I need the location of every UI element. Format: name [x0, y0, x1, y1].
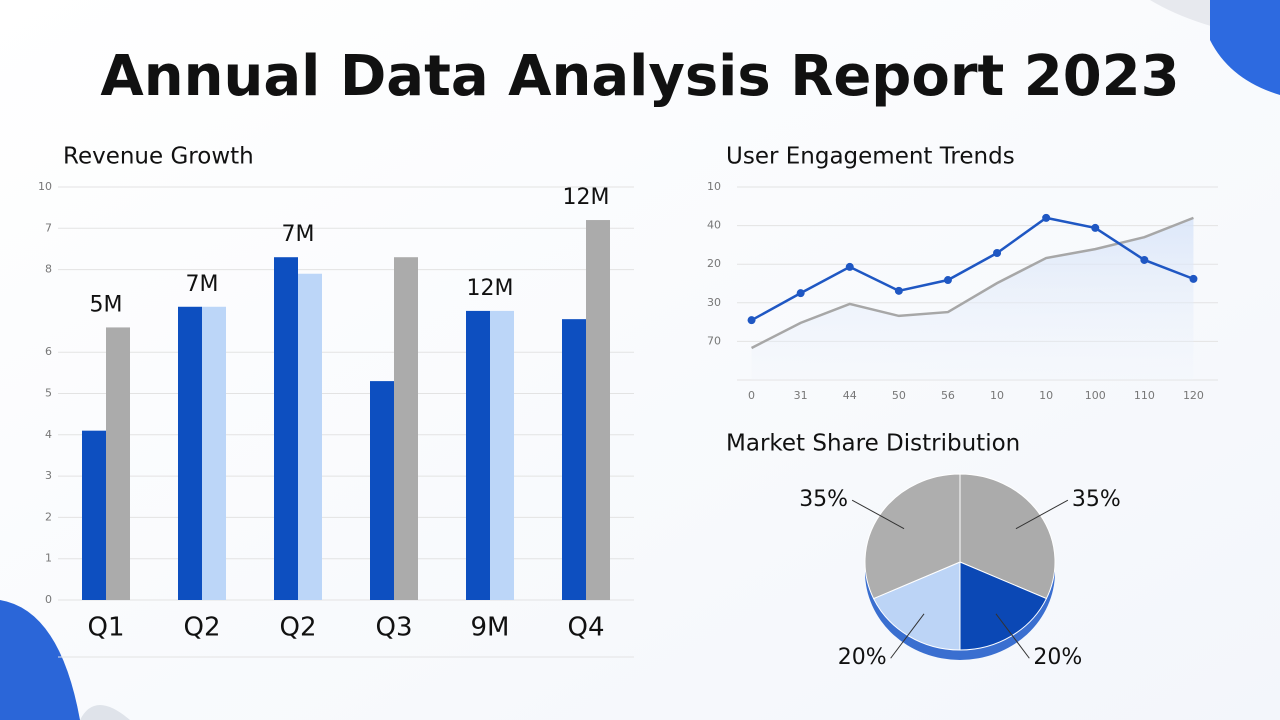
marker	[993, 249, 1002, 258]
data-label: 20%	[838, 645, 887, 670]
x-tick-label: 110	[1134, 389, 1155, 402]
marker	[1042, 213, 1051, 222]
data-label: 7M	[186, 272, 219, 297]
y-tick-label: 30	[707, 296, 721, 309]
page-title: Annual Data Analysis Report 2023	[100, 44, 1179, 109]
bar	[586, 220, 610, 601]
y-tick-label: 10	[707, 180, 721, 193]
data-label: 12M	[563, 185, 610, 210]
pie-slice	[959, 561, 1048, 651]
x-tick-label: 0	[748, 389, 755, 402]
y-tick-label: 1	[45, 552, 52, 565]
y-tick-label: 2	[45, 510, 52, 523]
x-tick-label: Q4	[567, 613, 604, 643]
marker	[796, 289, 805, 298]
x-tick-label: 120	[1183, 389, 1204, 402]
y-tick-label: 6	[45, 345, 52, 358]
y-tick-label: 5	[45, 387, 52, 400]
chart-title: User Engagement Trends	[726, 144, 1015, 170]
x-tick-label: 31	[794, 389, 808, 402]
marker	[845, 262, 854, 271]
marker	[1189, 274, 1198, 283]
data-label: 12M	[467, 276, 514, 301]
leader-line	[890, 613, 925, 659]
y-tick-label: 0	[45, 593, 52, 606]
data-label: 7M	[282, 222, 315, 247]
bar	[178, 306, 202, 600]
bar	[490, 310, 514, 600]
y-tick-label: 7	[45, 221, 52, 234]
data-label: 35%	[1072, 487, 1121, 512]
marker	[894, 286, 903, 295]
marker	[747, 316, 756, 325]
x-tick-label: Q2	[279, 613, 316, 643]
x-tick-label: Q2	[183, 613, 220, 643]
corner-decoration	[80, 705, 130, 720]
pie-slice	[959, 473, 1056, 600]
pie-slice	[864, 473, 961, 600]
marker	[1140, 255, 1149, 264]
x-tick-label: 10	[990, 389, 1004, 402]
y-tick-label: 20	[707, 257, 721, 270]
bar	[82, 430, 106, 600]
bar	[274, 257, 298, 600]
x-tick-label: Q1	[87, 613, 124, 643]
y-tick-label: 70	[707, 334, 721, 347]
x-tick-label: 44	[843, 389, 857, 402]
corner-decoration	[1210, 0, 1280, 95]
chart-title: Revenue Growth	[63, 144, 254, 170]
bar	[466, 310, 490, 600]
x-tick-label: 10	[1039, 389, 1053, 402]
x-tick-label: Q3	[375, 613, 412, 643]
y-tick-label: 40	[707, 219, 721, 232]
marker	[943, 276, 952, 285]
y-tick-label: 3	[45, 469, 52, 482]
bar	[298, 273, 322, 600]
chart-title: Market Share Distribution	[726, 431, 1020, 457]
corner-decoration	[0, 600, 80, 720]
bar	[106, 327, 130, 600]
leader-line	[995, 613, 1030, 659]
bar	[562, 319, 586, 600]
leader-line	[1015, 499, 1069, 530]
x-tick-label: 56	[941, 389, 955, 402]
x-tick-label: 100	[1085, 389, 1106, 402]
y-tick-label: 8	[45, 263, 52, 276]
bar	[202, 306, 226, 600]
y-tick-label: 4	[45, 428, 52, 441]
leader-line	[851, 499, 905, 530]
x-tick-label: 50	[892, 389, 906, 402]
data-label: 20%	[1033, 645, 1082, 670]
y-tick-label: 10	[38, 180, 52, 193]
x-tick-label: 9M	[471, 613, 510, 643]
data-label: 5M	[90, 292, 123, 317]
line	[750, 216, 1194, 322]
bar	[394, 257, 418, 600]
marker	[1091, 223, 1100, 232]
pie-slice	[872, 561, 961, 651]
data-label: 35%	[799, 487, 848, 512]
bar	[370, 381, 394, 600]
